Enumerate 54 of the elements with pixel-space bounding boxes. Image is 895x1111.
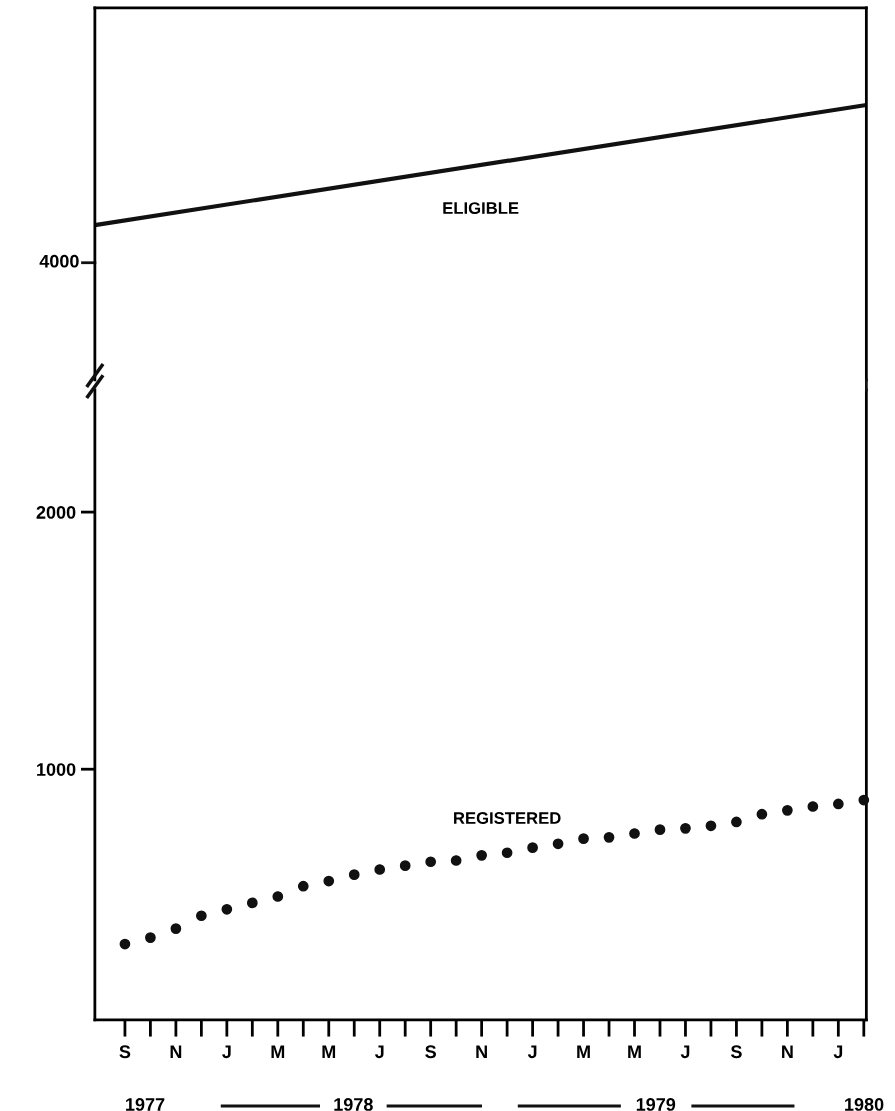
text: 4000: [39, 254, 79, 268]
x-tick-label: M: [577, 1045, 590, 1058]
point: [832, 798, 844, 810]
text: 1978: [334, 1098, 373, 1111]
point: [119, 938, 131, 950]
point: [527, 842, 538, 853]
x-tick-label: S: [119, 1045, 131, 1059]
x-tick-label: M: [271, 1045, 285, 1058]
point: [578, 833, 589, 844]
x-tick-label: J: [222, 1045, 231, 1059]
point: [196, 910, 207, 922]
point: [246, 897, 258, 909]
point: [552, 838, 564, 850]
point: [374, 864, 386, 875]
point: [782, 804, 793, 816]
text: 1980: [845, 1098, 884, 1111]
x-tick-label: M: [322, 1045, 336, 1058]
point: [221, 903, 233, 915]
point: [858, 794, 870, 806]
text: 1979: [636, 1098, 676, 1111]
x-tick-label: N: [782, 1045, 793, 1058]
y-tick-label: 1000: [37, 763, 76, 776]
point: [501, 847, 513, 859]
series-label: REGISTERED: [454, 812, 561, 824]
point: [170, 923, 182, 934]
point: [705, 820, 717, 832]
point: [756, 808, 768, 820]
point: [603, 831, 615, 843]
x-tick-label: S: [425, 1045, 436, 1059]
series-label: ELIGIBLE: [443, 202, 519, 214]
x-tick-label: J: [527, 1045, 537, 1059]
point: [629, 828, 640, 839]
x-tick-label: N: [476, 1045, 487, 1058]
point: [807, 801, 819, 812]
x-tick-label: J: [374, 1045, 384, 1059]
y-tick-label: 2000: [36, 506, 76, 519]
x-tick-label: S: [730, 1045, 742, 1059]
point: [654, 824, 666, 835]
point: [272, 891, 284, 902]
point: [297, 880, 309, 892]
x-tick-label: N: [170, 1045, 182, 1058]
point: [450, 855, 462, 866]
point: [476, 849, 487, 861]
point: [680, 822, 691, 834]
point: [731, 816, 742, 828]
point: [348, 869, 360, 880]
point: [425, 856, 437, 868]
text: 1977: [126, 1098, 165, 1111]
point: [399, 860, 411, 871]
point: [145, 932, 156, 943]
x-tick-label: J: [833, 1045, 843, 1059]
x-tick-label: M: [628, 1045, 641, 1058]
point: [323, 875, 335, 887]
x-tick-label: J: [680, 1045, 690, 1059]
